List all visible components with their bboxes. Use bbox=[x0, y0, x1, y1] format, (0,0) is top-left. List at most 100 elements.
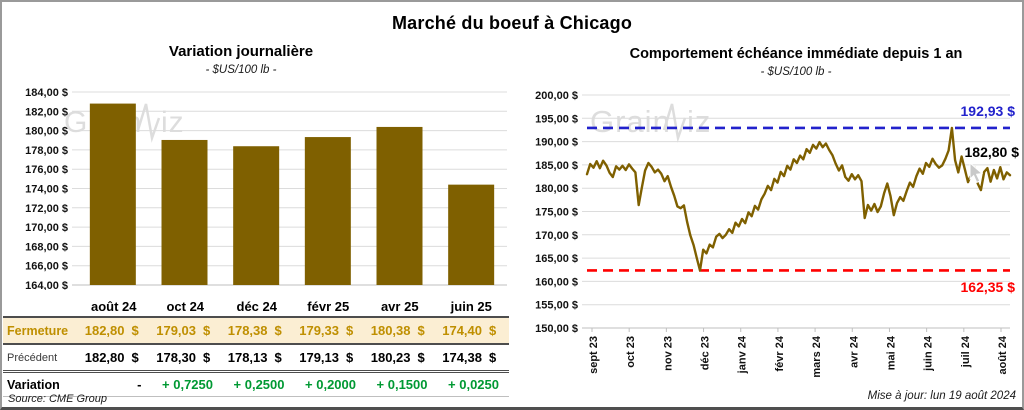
bar bbox=[161, 139, 208, 285]
table-cell: + 0,1500 bbox=[364, 377, 436, 392]
svg-text:iz: iz bbox=[161, 106, 185, 139]
y-tick-label: 176,00 $ bbox=[25, 164, 68, 176]
price-line bbox=[585, 126, 1012, 272]
currency-symbol: $ bbox=[346, 323, 354, 338]
table-column-header: avr 25 bbox=[380, 299, 419, 314]
bar bbox=[89, 103, 136, 285]
svg-text:Grain: Grain bbox=[590, 104, 671, 139]
row-label: Variation bbox=[7, 377, 60, 392]
currency-symbol: $ bbox=[131, 323, 139, 338]
cell-value: 178,38 bbox=[227, 323, 268, 338]
bar bbox=[376, 126, 423, 285]
cell-value: 182,80 bbox=[84, 323, 125, 338]
x-tick-label: août 24 bbox=[997, 335, 1009, 374]
table-column-header: oct 24 bbox=[166, 299, 205, 314]
table-row: août 24 oct 24 déc 24 févr 25 avr 25 juin 25 bbox=[3, 294, 509, 318]
table-cell: 179,03 $ bbox=[150, 323, 222, 338]
x-tick-label: janv 24 bbox=[737, 335, 749, 374]
daily-variation-panel: Variation journalière - $US/100 lb - 184… bbox=[2, 2, 514, 407]
cell-value: + 0,1500 bbox=[376, 377, 428, 392]
cell-value: - bbox=[137, 377, 142, 392]
x-tick-label: oct 23 bbox=[625, 336, 637, 368]
source-note: Source: CME Group bbox=[8, 393, 108, 405]
cell-value: 179,13 bbox=[299, 350, 339, 365]
x-tick-label: sept 23 bbox=[588, 336, 600, 374]
currency-symbol: $ bbox=[203, 350, 211, 365]
table-cell: 174,38 $ bbox=[436, 350, 508, 365]
price-table: août 24 oct 24 déc 24 févr 25 avr 25 juin 25 F… bbox=[3, 294, 509, 397]
cell-value: + 0,0250 bbox=[448, 377, 499, 392]
y-tick-label: 195,00 $ bbox=[535, 113, 578, 125]
currency-symbol: $ bbox=[417, 323, 425, 338]
y-tick-label: 164,00 $ bbox=[25, 280, 68, 290]
y-tick-label: 185,00 $ bbox=[535, 160, 578, 172]
bar bbox=[448, 184, 495, 285]
cell-value: + 0,2500 bbox=[233, 377, 285, 392]
table-row: Variation - + 0,7250 + 0,2500 + 0,2000 + 0,15… bbox=[3, 373, 509, 397]
x-tick-label: juin 24 bbox=[923, 335, 935, 372]
table-column-header: févr 25 bbox=[307, 299, 350, 314]
cell-value: 178,30 bbox=[156, 350, 196, 365]
line-chart-title: Comportement échéance immédiate depuis 1… bbox=[629, 46, 963, 62]
table-cell: + 0,7250 bbox=[150, 377, 222, 392]
y-tick-label: 172,00 $ bbox=[25, 203, 68, 215]
page-title: Marché du boeuf à Chicago bbox=[391, 13, 633, 33]
row-label: Fermeture bbox=[7, 323, 69, 338]
y-tick-label: 180,00 $ bbox=[25, 126, 68, 138]
currency-symbol: $ bbox=[131, 350, 139, 365]
table-cell: 178,38 $ bbox=[221, 323, 293, 338]
y-tick-label: 166,00 $ bbox=[25, 261, 68, 273]
cell-value: + 0,7250 bbox=[162, 377, 213, 392]
table-cell: 174,40 $ bbox=[436, 323, 508, 338]
y-tick-label: 175,00 $ bbox=[535, 207, 578, 219]
row-label: Précédent bbox=[7, 351, 58, 364]
cell-value: 174,38 bbox=[442, 350, 482, 365]
bar bbox=[304, 137, 351, 285]
table-cell: 180,23 $ bbox=[364, 350, 436, 365]
x-tick-label: mars 24 bbox=[811, 335, 823, 377]
x-tick-label: mai 24 bbox=[885, 335, 897, 370]
cell-value: + 0,2000 bbox=[305, 377, 356, 392]
y-tick-label: 184,00 $ bbox=[25, 87, 68, 99]
y-tick-label: 174,00 $ bbox=[25, 184, 68, 196]
y-tick-label: 165,00 $ bbox=[535, 253, 578, 265]
x-tick-label: avr 24 bbox=[848, 335, 860, 368]
bar-chart-subtitle: - $US/100 lb - bbox=[205, 64, 277, 76]
table-cell: 179,33 $ bbox=[293, 323, 365, 338]
cell-value: 180,38 bbox=[370, 323, 411, 338]
currency-symbol: $ bbox=[417, 350, 425, 365]
table-cell: + 0,2000 bbox=[293, 377, 365, 392]
year-trend-panel: Comportement échéance immédiate depuis 1… bbox=[514, 2, 1022, 407]
currency-symbol: $ bbox=[346, 350, 354, 365]
cell-value: 179,33 bbox=[299, 323, 339, 338]
table-cell: 180,38 $ bbox=[364, 323, 436, 338]
mouse-cursor-icon bbox=[969, 162, 984, 184]
y-tick-label: 190,00 $ bbox=[535, 137, 578, 149]
table-cell: 178,30 $ bbox=[150, 350, 222, 365]
x-tick-label: févr 24 bbox=[774, 335, 786, 371]
x-tick-label: juil 24 bbox=[960, 335, 972, 368]
currency-symbol: $ bbox=[489, 323, 497, 338]
y-tick-label: 150,00 $ bbox=[535, 323, 578, 335]
table-cell: 179,13 $ bbox=[293, 350, 365, 365]
line-chart: 200,00 $ 195,00 $ 190,00 $ 185,00 $ 180,00 $… bbox=[535, 90, 1012, 378]
table-column-header: août 24 bbox=[90, 299, 137, 314]
bar bbox=[233, 146, 280, 285]
y-tick-label: 160,00 $ bbox=[535, 276, 578, 288]
table-cell: 182,80 $ bbox=[78, 350, 150, 365]
bar-chart-title: Variation journalière bbox=[168, 43, 314, 60]
currency-symbol: $ bbox=[203, 323, 211, 338]
cell-value: 182,80 bbox=[84, 350, 125, 365]
y-tick-label: 178,00 $ bbox=[25, 145, 68, 157]
y-tick-label: 170,00 $ bbox=[535, 230, 578, 242]
table-row: Fermeture 182,80 $179,03 $ 178,38 $179,33 $180… bbox=[3, 318, 509, 345]
table-column-header: déc 24 bbox=[236, 299, 277, 314]
currency-symbol: $ bbox=[274, 350, 282, 365]
table-cell: + 0,2500 bbox=[221, 377, 293, 392]
currency-symbol: $ bbox=[274, 323, 282, 338]
last-value-label: 182,80 $ bbox=[964, 144, 1020, 160]
updated-note: Mise à jour: lun 19 août 2024 bbox=[867, 390, 1016, 402]
line-chart-subtitle: - $US/100 lb - bbox=[760, 66, 832, 78]
